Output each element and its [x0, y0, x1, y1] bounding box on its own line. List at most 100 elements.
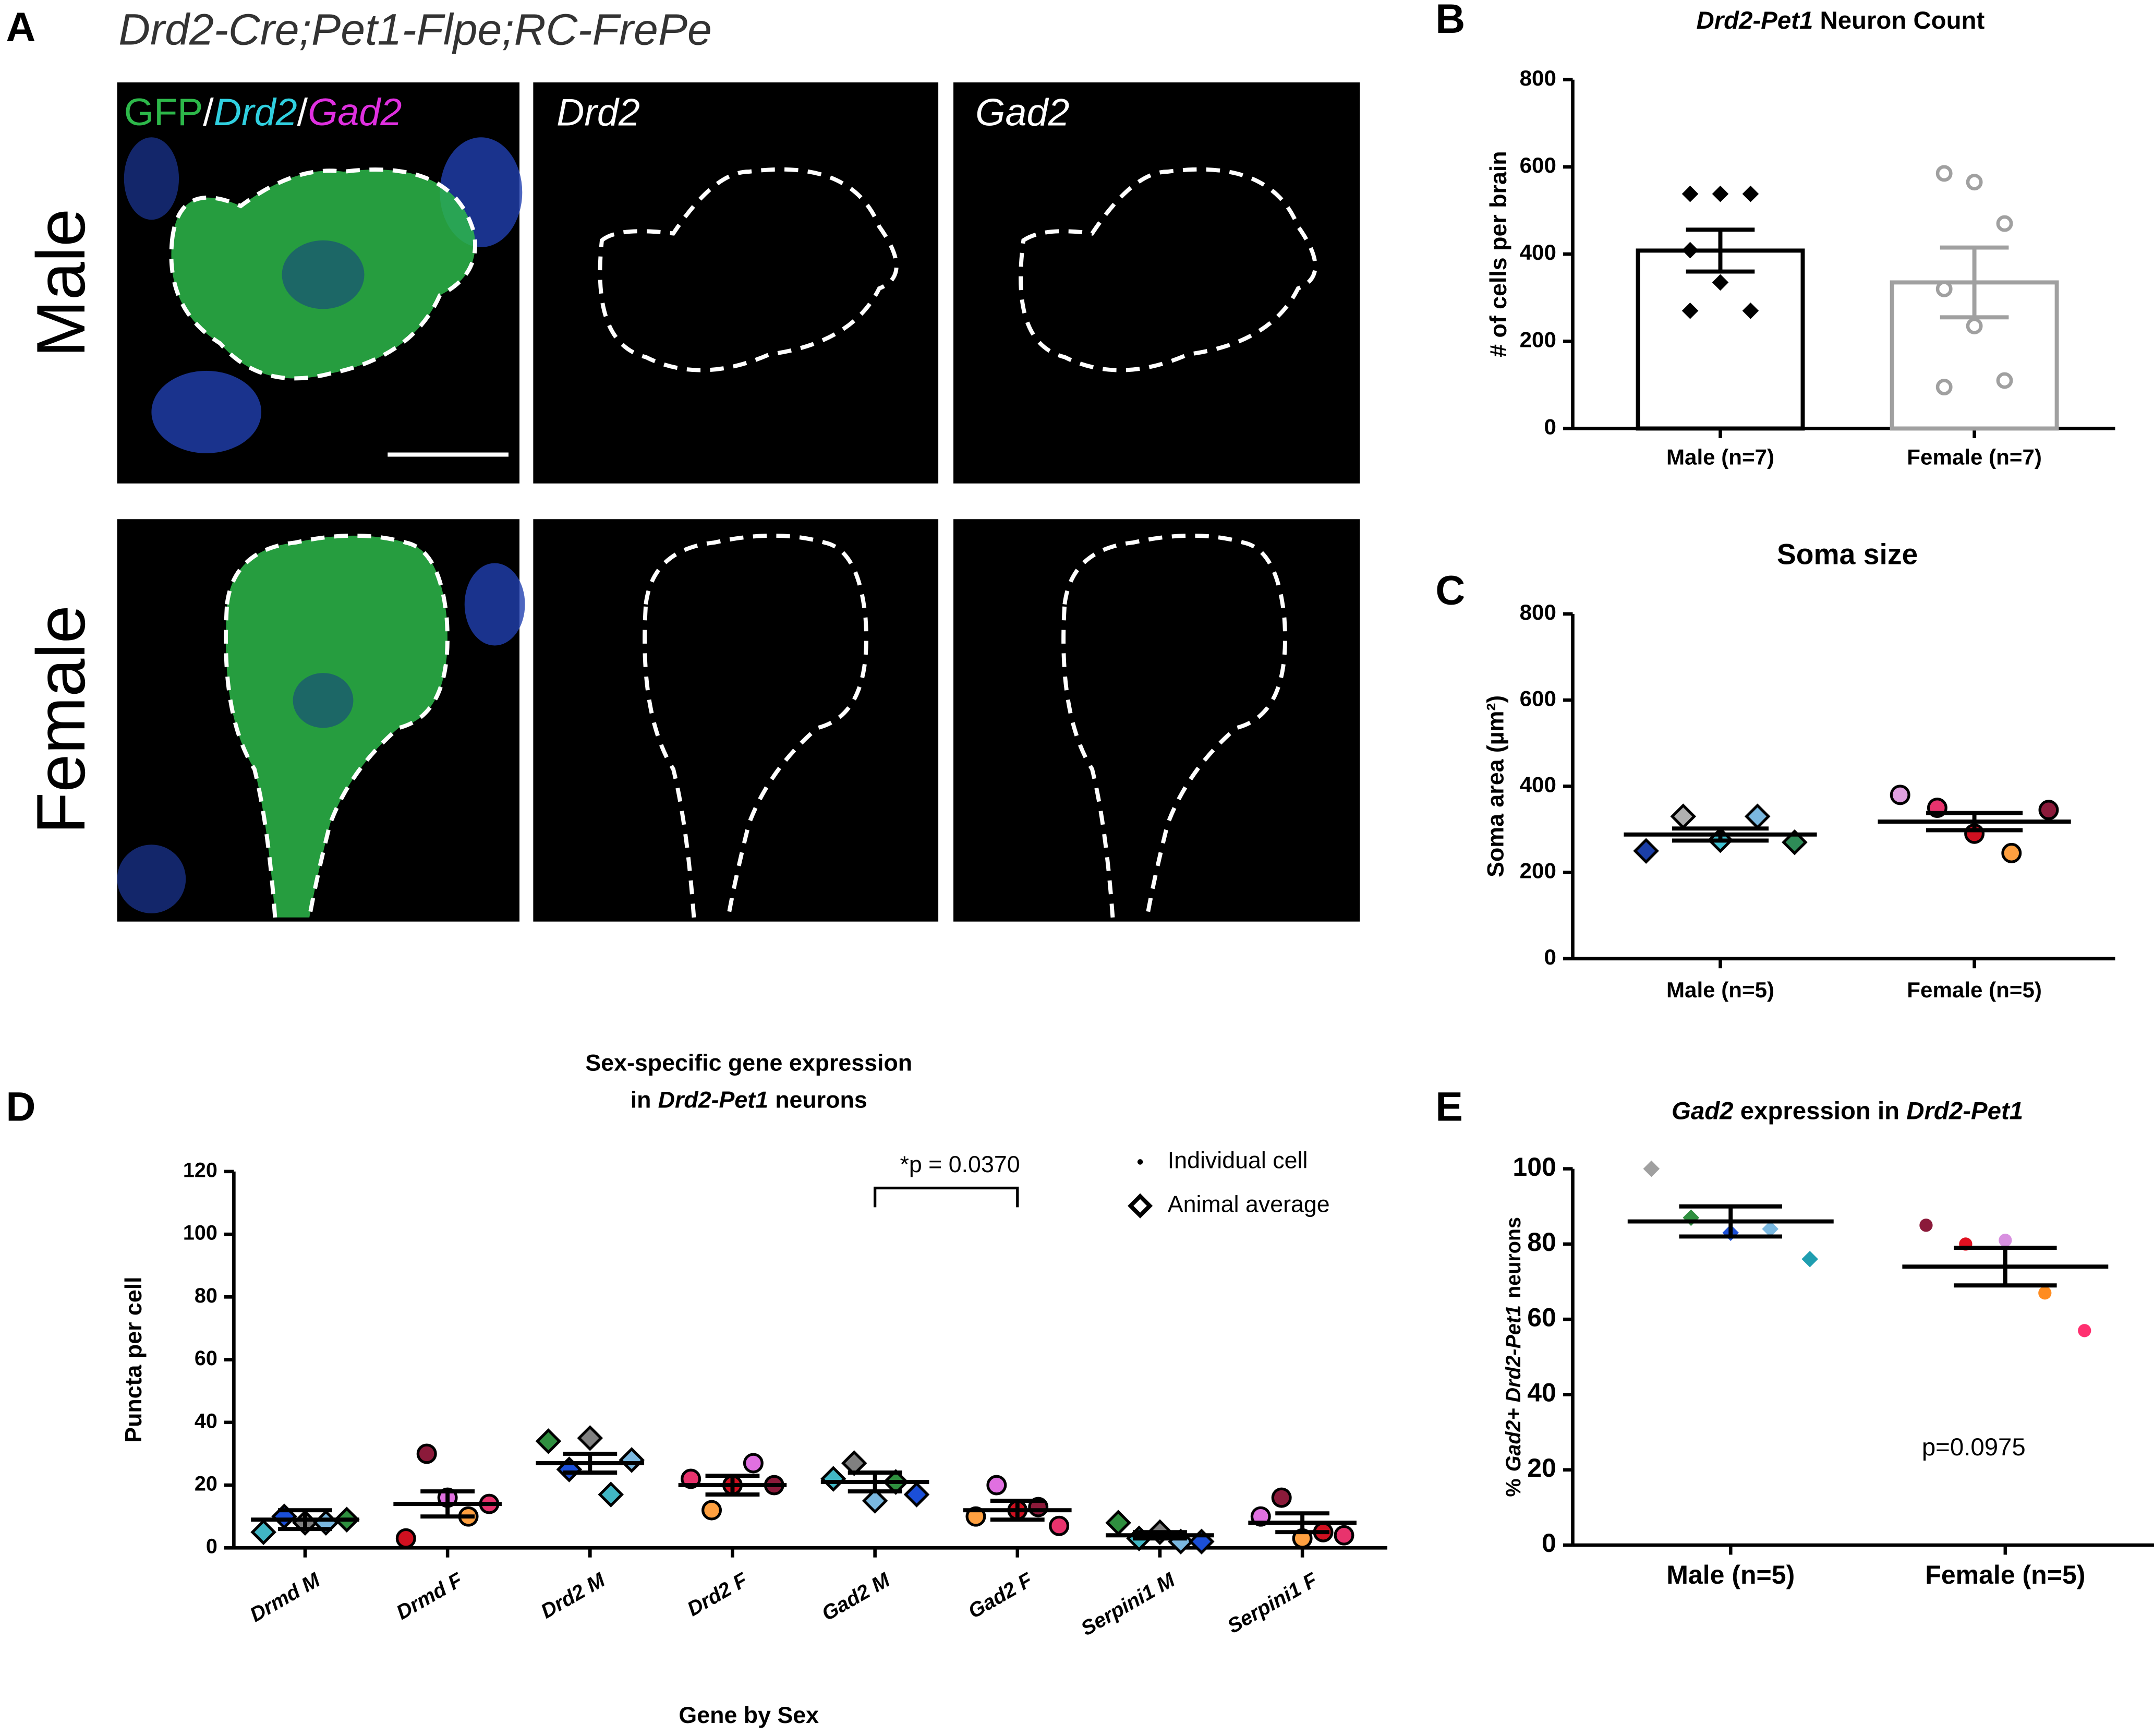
x-tick-label: Female (n=7) — [1907, 445, 2042, 469]
x-tick-label: Male (n=5) — [1666, 978, 1774, 1002]
y-tick-label: 200 — [1520, 859, 1556, 883]
chart-title: in Drd2-Pet1 neurons — [631, 1087, 867, 1113]
animal-marker — [1670, 803, 1697, 829]
animal-marker — [416, 1443, 437, 1464]
legend-marker — [1128, 1193, 1153, 1219]
text-part: Neuron Count — [1820, 7, 1984, 34]
animal-marker — [2038, 800, 2059, 821]
animal-marker — [1966, 318, 1983, 334]
y-tick-label: 800 — [1520, 66, 1556, 90]
significance-bracket — [874, 1186, 1019, 1208]
y-tick-label: 0 — [1544, 945, 1556, 969]
x-tick-label: Drd2 F — [683, 1568, 752, 1621]
text-part: Gad2 — [1672, 1097, 1733, 1125]
text-part: Gad2+ Drd2-Pet1 — [1502, 1305, 1525, 1472]
animal-marker — [1996, 215, 2013, 232]
legend-label: Animal average — [1168, 1191, 1330, 1217]
column-label: Drd2 — [556, 91, 640, 134]
animal-marker — [2001, 842, 2022, 863]
panel-title: Drd2-Cre;Pet1-Flpe;RC-FrePe — [118, 5, 712, 54]
animal-marker — [1742, 185, 1759, 202]
y-tick-label: 100 — [183, 1222, 217, 1245]
animal-marker — [2078, 1324, 2091, 1337]
channel-label: GFP — [124, 91, 203, 134]
animal-marker — [1742, 302, 1759, 319]
animal-marker — [1801, 1250, 1818, 1268]
panel-letter: C — [1435, 567, 1465, 613]
animal-marker — [1712, 185, 1729, 202]
images — [117, 82, 1360, 922]
y-tick-label: 400 — [1520, 772, 1556, 797]
animal-marker — [250, 1519, 276, 1546]
x-tick-label: Drmd M — [246, 1568, 324, 1626]
animal-marker — [1999, 1234, 2012, 1247]
text-part: Puncta per cell — [120, 1276, 147, 1442]
panel-letter: E — [1435, 1083, 1463, 1129]
chart-title: Drd2-Pet1 Neuron Count — [1697, 7, 1985, 34]
y-tick-label: 40 — [1527, 1378, 1556, 1407]
animal-marker — [395, 1528, 416, 1549]
animal-marker — [1271, 1487, 1292, 1508]
y-axis-label: Soma area (µm²) — [1482, 695, 1508, 877]
animal-marker — [619, 1447, 645, 1473]
y-tick-label: 800 — [1520, 600, 1556, 624]
animal-marker — [1744, 803, 1771, 829]
y-tick-label: 20 — [195, 1472, 217, 1495]
text-part: neurons — [1502, 1217, 1525, 1298]
text-part: expression in — [1740, 1097, 1899, 1125]
animal-marker — [862, 1488, 888, 1514]
animal-marker — [577, 1425, 603, 1451]
animal-marker — [1334, 1525, 1354, 1546]
y-tick-label: 600 — [1520, 686, 1556, 710]
animal-marker — [1712, 274, 1729, 291]
animal-marker — [1935, 379, 1953, 395]
chart-title: Soma size — [1777, 538, 1918, 570]
animal-marker — [1935, 165, 1953, 182]
panel-letter: A — [6, 4, 35, 50]
channel-label: Drd2 — [214, 91, 297, 134]
x-tick-label: Male (n=5) — [1666, 1560, 1795, 1589]
chart-title: Sex-specific gene expression — [585, 1050, 912, 1076]
panel-letter: B — [1435, 0, 1465, 42]
annotation: *p = 0.0370 — [900, 1151, 1020, 1177]
x-tick-label: Serpini1 F — [1224, 1568, 1322, 1638]
y-axis-label: Puncta per cell — [120, 1276, 147, 1442]
y-tick-label: 60 — [1527, 1303, 1556, 1332]
text-part: Soma size — [1777, 538, 1918, 570]
animal-marker — [1996, 372, 2013, 389]
x-tick-label: Drd2 M — [537, 1568, 609, 1623]
animal-marker — [1919, 1219, 1933, 1232]
x-tick-label: Gad2 M — [818, 1568, 894, 1625]
animal-marker — [820, 1466, 846, 1492]
y-tick-label: 0 — [206, 1535, 217, 1558]
y-tick-label: 200 — [1520, 327, 1556, 352]
animal-marker — [701, 1500, 722, 1521]
animal-marker — [1681, 302, 1699, 319]
animal-marker — [598, 1481, 624, 1508]
animal-marker — [1633, 838, 1659, 864]
animal-marker — [903, 1481, 930, 1508]
channel-label: Gad2 — [308, 91, 402, 134]
merge-label: GFP/Drd2/Gad2 — [124, 91, 402, 134]
chart-title: Gad2 expression in Drd2-Pet1 — [1672, 1097, 2023, 1125]
x-tick-label: Serpini1 M — [1077, 1568, 1179, 1640]
text-part: neurons — [775, 1087, 867, 1113]
text-part: Soma area (µm²) — [1482, 695, 1508, 877]
y-tick-label: 80 — [195, 1284, 217, 1307]
separator: / — [203, 91, 214, 134]
bar — [1890, 280, 2059, 431]
animal-marker — [986, 1475, 1007, 1496]
text-part: Sex-specific gene expression — [585, 1050, 912, 1076]
y-tick-label: 0 — [1544, 415, 1556, 439]
row-label: Male — [22, 209, 99, 357]
x-tick-label: Drmd F — [392, 1568, 466, 1624]
animal-marker — [1643, 1160, 1660, 1177]
animal-marker — [1782, 829, 1808, 855]
legend-label: Individual cell — [1168, 1147, 1308, 1173]
y-tick-label: 80 — [1527, 1227, 1556, 1257]
y-tick-label: 60 — [195, 1347, 217, 1370]
animal-marker — [2038, 1286, 2052, 1300]
x-tick-label: Gad2 F — [964, 1568, 1037, 1623]
animal-marker — [743, 1453, 764, 1474]
animal-marker — [1049, 1515, 1070, 1536]
